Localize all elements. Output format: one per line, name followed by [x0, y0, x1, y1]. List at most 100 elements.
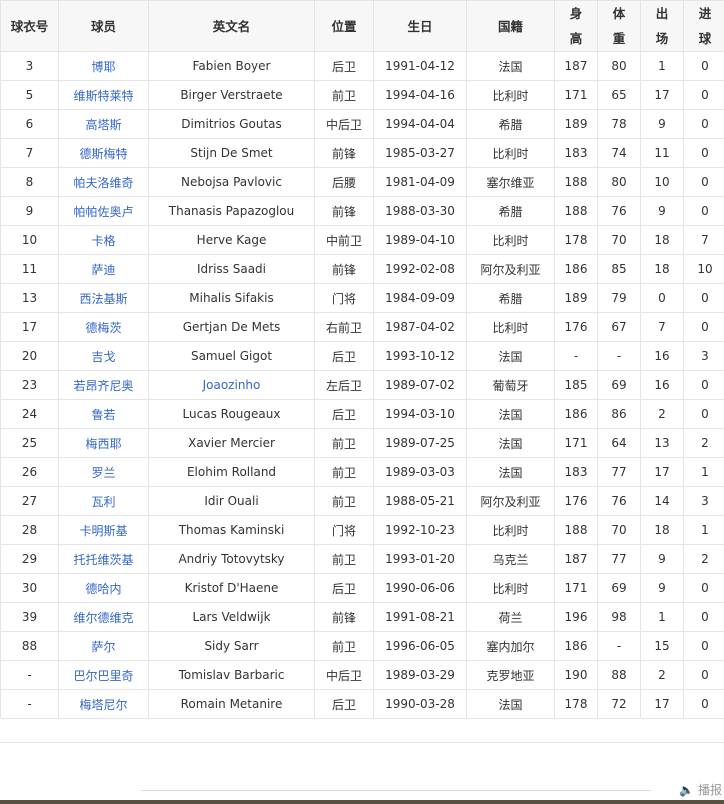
cell: 7	[683, 225, 724, 255]
cell: 18	[640, 254, 684, 284]
player-link[interactable]: 托托维茨基	[73, 552, 134, 567]
player-link[interactable]: 若昂齐尼奥	[73, 378, 134, 393]
player-link[interactable]: 吉戈	[91, 349, 116, 364]
player-link[interactable]: 瓦利	[91, 494, 116, 509]
cell: 186	[554, 254, 598, 284]
player-link[interactable]: 德哈内	[85, 581, 122, 596]
cell: Fabien Boyer	[148, 51, 315, 81]
player-link[interactable]: 巴尔巴里奇	[73, 668, 134, 683]
cell: 190	[554, 660, 598, 690]
cell: 前锋	[314, 138, 374, 168]
player-link[interactable]: 博耶	[91, 59, 116, 74]
cell: 希腊	[466, 283, 555, 313]
cell: 巴尔巴里奇	[58, 660, 149, 690]
cell: 188	[554, 515, 598, 545]
column-header: 英文名	[148, 0, 315, 52]
cell: 186	[554, 631, 598, 661]
cell: 0	[683, 167, 724, 197]
cell: 70	[597, 225, 641, 255]
table-row: 17 德梅茨 Gertjan De Mets 右前卫 1987-04-02 比利时 176 6…	[0, 312, 724, 342]
cell: 5	[0, 80, 59, 110]
player-link[interactable]: 卡明斯基	[79, 523, 128, 538]
cell: 法国	[466, 457, 555, 487]
cell: 69	[597, 573, 641, 603]
cell: 1	[683, 457, 724, 487]
player-link[interactable]: 鲁若	[91, 407, 116, 422]
cell: 186	[554, 399, 598, 429]
player-link[interactable]: 德梅茨	[85, 320, 122, 335]
cell: 72	[597, 689, 641, 719]
player-link[interactable]: 梅塔尼尔	[79, 697, 128, 712]
column-header: 球衣号	[0, 0, 59, 52]
player-link[interactable]: 梅西耶	[85, 436, 122, 451]
cell: 门将	[314, 515, 374, 545]
column-header: 出场	[640, 0, 684, 52]
cell: 188	[554, 196, 598, 226]
cell: 西法基斯	[58, 283, 149, 313]
table-row: 27 瓦利 Idir Ouali 前卫 1988-05-21 阿尔及利亚 176 76 14 3	[0, 486, 724, 516]
cell: 后卫	[314, 51, 374, 81]
cell: 6	[0, 109, 59, 139]
table-row: - 巴尔巴里奇 Tomislav Barbaric 中后卫 1989-03-29 克罗地亚…	[0, 660, 724, 690]
table-row: 9 帕帕佐奥卢 Thanasis Papazoglou 前锋 1988-03-30 希腊 1…	[0, 196, 724, 226]
cell: 23	[0, 370, 59, 400]
table-row: 26 罗兰 Elohim Rolland 前卫 1989-03-03 法国 183 77 17 1	[0, 457, 724, 487]
broadcast-button[interactable]: 🔈 播报	[679, 783, 722, 797]
cell: Herve Kage	[148, 225, 315, 255]
cell: 后腰	[314, 167, 374, 197]
cell: 27	[0, 486, 59, 516]
player-link[interactable]: 西法基斯	[79, 291, 128, 306]
cell: 14	[640, 486, 684, 516]
table-row: 88 萨尔 Sidy Sarr 前卫 1996-06-05 塞内加尔 186-15 0	[0, 631, 724, 661]
cell: 左后卫	[314, 370, 374, 400]
table-header: 球衣号 球员 英文名 位置 生日 国籍身高体重出场进球	[0, 0, 724, 52]
cell: 0	[683, 399, 724, 429]
column-header: 进球	[683, 0, 724, 52]
cell: 1981-04-09	[373, 167, 467, 197]
cell: 185	[554, 370, 598, 400]
cell: 30	[0, 573, 59, 603]
cell: 托托维茨基	[58, 544, 149, 574]
cell: 1	[640, 602, 684, 632]
divider	[0, 742, 724, 743]
player-link[interactable]: 萨迪	[91, 262, 116, 277]
cell: 39	[0, 602, 59, 632]
cell: 0	[683, 138, 724, 168]
cell: 瓦利	[58, 486, 149, 516]
player-link[interactable]: 帕夫洛维奇	[73, 175, 134, 190]
cell: 比利时	[466, 225, 555, 255]
cell: 德斯梅特	[58, 138, 149, 168]
cell: Lucas Rougeaux	[148, 399, 315, 429]
cell: Joaozinho	[148, 370, 315, 400]
player-link[interactable]: 高塔斯	[85, 117, 122, 132]
cell: 17	[640, 80, 684, 110]
cell: 176	[554, 486, 598, 516]
column-header: 国籍	[466, 0, 555, 52]
cell: 1994-04-16	[373, 80, 467, 110]
column-header: 身高	[554, 0, 598, 52]
speaker-icon: 🔈	[679, 783, 695, 797]
cell: 法国	[466, 51, 555, 81]
cell: 比利时	[466, 312, 555, 342]
cell: Andriy Totovytsky	[148, 544, 315, 574]
cell: 187	[554, 544, 598, 574]
cell: 右前卫	[314, 312, 374, 342]
cell: 德梅茨	[58, 312, 149, 342]
player-link[interactable]: Joaozinho	[202, 378, 261, 392]
cell: 1993-10-12	[373, 341, 467, 371]
player-link[interactable]: 罗兰	[91, 465, 116, 480]
table-row: 28 卡明斯基 Thomas Kaminski 门将 1992-10-23 比利时 188 7…	[0, 515, 724, 545]
player-link[interactable]: 德斯梅特	[79, 146, 128, 161]
cell: 中后卫	[314, 109, 374, 139]
cell: 法国	[466, 428, 555, 458]
cell: 前锋	[314, 196, 374, 226]
player-link[interactable]: 萨尔	[91, 639, 116, 654]
cell: 8	[0, 167, 59, 197]
player-link[interactable]: 维斯特莱特	[73, 88, 134, 103]
player-link[interactable]: 维尔德维克	[73, 610, 134, 625]
cell: 79	[597, 283, 641, 313]
player-link[interactable]: 卡格	[91, 233, 116, 248]
cell: 1988-05-21	[373, 486, 467, 516]
table-row: 25 梅西耶 Xavier Mercier 前卫 1989-07-25 法国 171 64 13…	[0, 428, 724, 458]
player-link[interactable]: 帕帕佐奥卢	[73, 204, 134, 219]
